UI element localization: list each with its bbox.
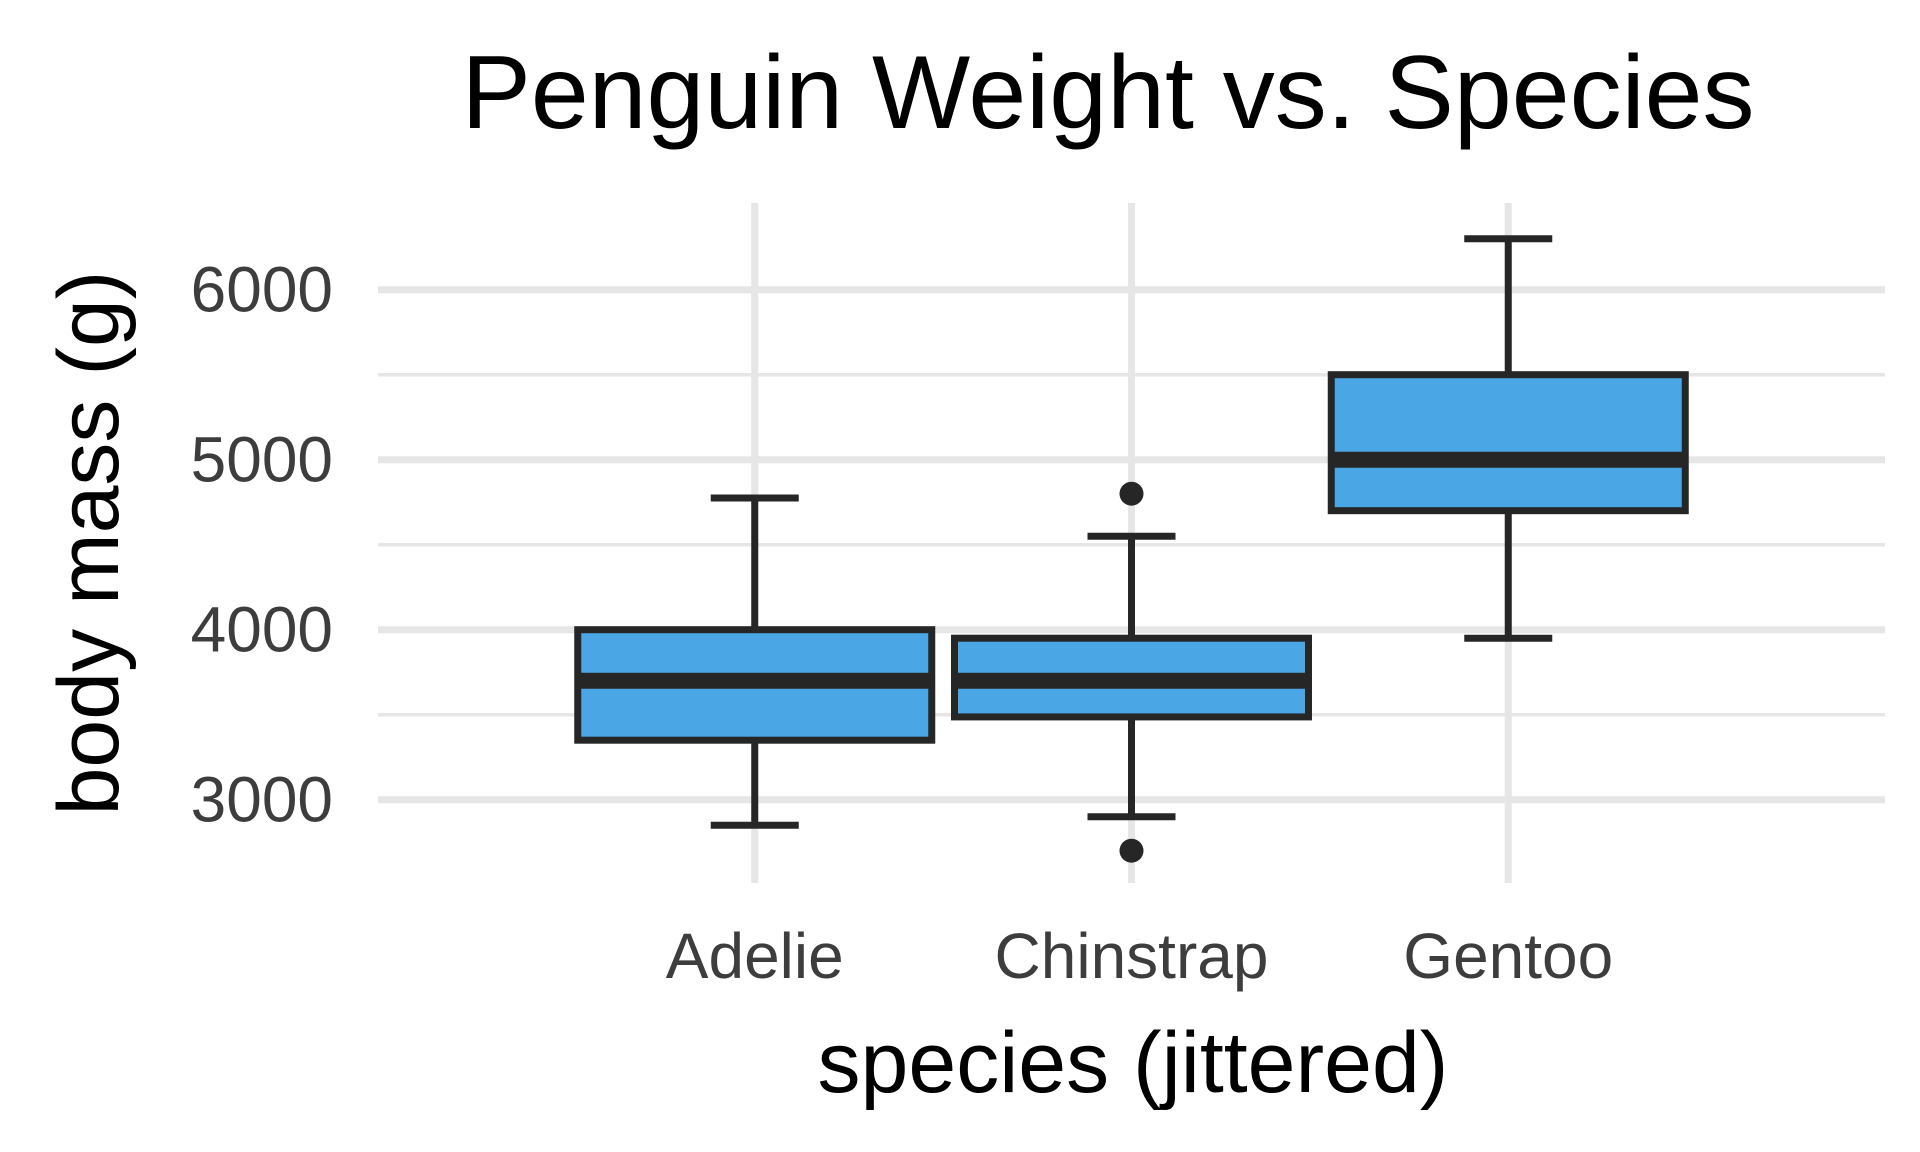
box-adelie — [574, 494, 936, 829]
x-tick-label: Adelie — [666, 920, 844, 992]
tick-layer: 3000 4000 5000 6000 Adelie Chinstrap Gentoo — [191, 254, 1614, 992]
box-layer — [574, 235, 1689, 863]
outlier-point — [1119, 481, 1144, 506]
chart-title: Penguin Weight vs. Species — [461, 35, 1754, 151]
y-tick-label: 6000 — [191, 254, 333, 326]
x-tick-label: Chinstrap — [995, 920, 1269, 992]
x-axis-title: species (jittered) — [818, 1015, 1449, 1111]
box-gentoo — [1327, 235, 1689, 642]
outlier-point — [1119, 838, 1144, 863]
y-axis-title: body mass (g) — [41, 271, 137, 816]
x-tick-label: Gentoo — [1403, 920, 1613, 992]
iqr-box — [1327, 371, 1689, 515]
y-tick-label: 5000 — [191, 424, 333, 496]
box-chinstrap — [951, 481, 1312, 863]
y-tick-label: 4000 — [191, 594, 333, 666]
y-tick-label: 3000 — [191, 764, 333, 836]
